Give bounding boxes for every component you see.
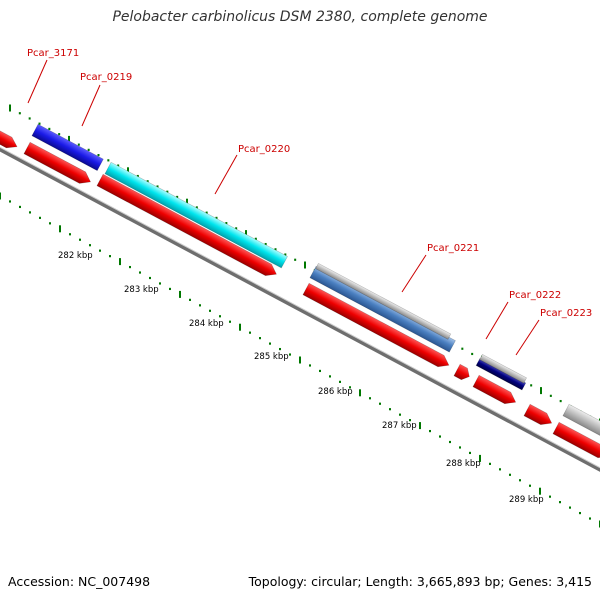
cds-arrow-1: [0, 129, 18, 149]
topology-text: Topology: circular; Length: 3,665,893 bp…: [248, 574, 592, 589]
cds-arrow-5: [453, 363, 470, 381]
feature-track: [0, 123, 600, 459]
leader-pcar-0222: [485, 301, 509, 340]
cds-arrow-3: [96, 173, 277, 276]
kbp-label-286: 286 kbp: [318, 387, 353, 397]
leader-pcar-3171: [27, 59, 48, 104]
gene-label-pcar-0219: Pcar_0219: [80, 72, 132, 83]
gene-label-pcar-0221: Pcar_0221: [427, 243, 479, 254]
gene-label-pcar-0222: Pcar_0222: [509, 290, 561, 301]
kbp-label-289: 289 kbp: [509, 495, 544, 505]
feature-grey-pcar-0222: [479, 353, 527, 384]
kbp-label-288: 288 kbp: [446, 459, 481, 469]
feature-grey-pcar-0221: [315, 262, 452, 340]
kbp-label-287: 287 kbp: [382, 421, 417, 431]
leader-pcar-0220: [214, 154, 238, 195]
cds-arrow-2: [23, 141, 91, 184]
genome-backbone-highlight: [0, 146, 600, 469]
genome-title: Pelobacter carbinolicus DSM 2380, comple…: [112, 9, 488, 25]
label-leaders: [27, 59, 540, 356]
gene-label-pcar-0223: Pcar_0223: [540, 308, 592, 319]
cds-arrow-7: [523, 403, 553, 425]
leader-pcar-0223: [515, 319, 540, 356]
kbp-label-282: 282 kbp: [58, 251, 93, 261]
cds-arrow-4: [302, 282, 450, 368]
kbp-label-283: 283 kbp: [124, 285, 159, 295]
cds-arrow-8: [552, 421, 600, 459]
feature-blue-pcar-0219: [31, 123, 104, 171]
gene-label-pcar-3171: Pcar_3171: [27, 48, 79, 59]
leader-pcar-0219: [81, 84, 101, 127]
feature-cyan-pcar-0220: [104, 161, 288, 269]
genome-backbone: [0, 147, 600, 472]
kbp-label-284: 284 kbp: [189, 319, 224, 329]
tick-marks: [0, 104, 600, 528]
leader-pcar-0221: [401, 254, 427, 293]
cds-arrow-6: [472, 374, 517, 404]
gene-label-pcar-0220: Pcar_0220: [238, 144, 290, 155]
accession-text: Accession: NC_007498: [8, 574, 151, 589]
feature-grey-pcar-0223: [562, 403, 600, 440]
kbp-label-285: 285 kbp: [254, 352, 289, 362]
